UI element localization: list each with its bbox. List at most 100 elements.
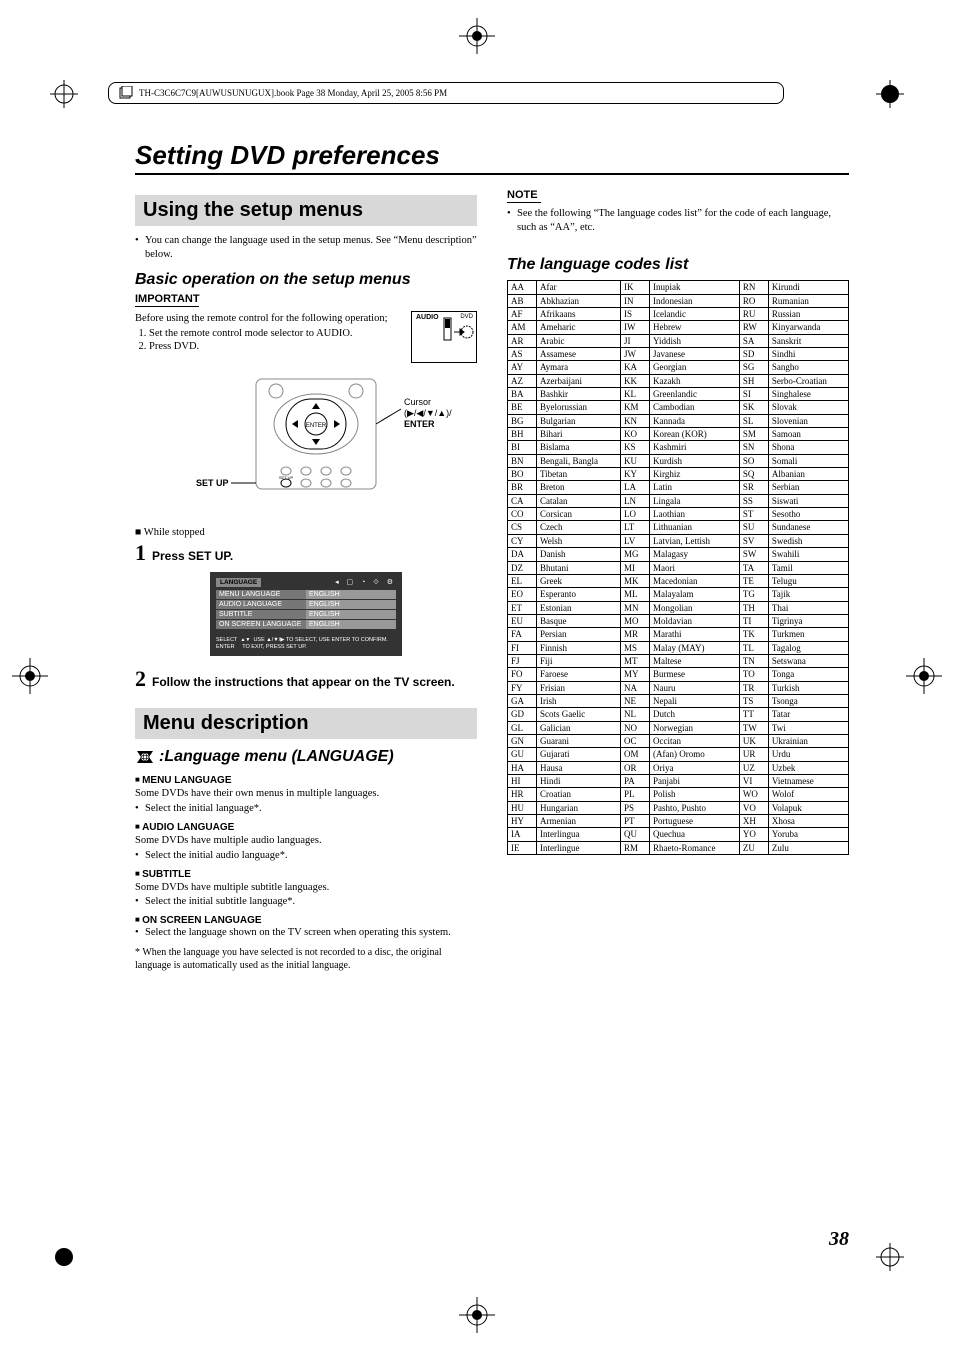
lang-name: Hausa xyxy=(537,761,621,774)
lang-name: Yoruba xyxy=(768,828,848,841)
lang-name: Frisian xyxy=(537,681,621,694)
table-row: AFAfrikaansISIcelandicRURussian xyxy=(508,307,849,320)
step-1: 1 Press SET UP. xyxy=(135,540,477,566)
lang-code: NA xyxy=(621,681,650,694)
lang-code: VO xyxy=(739,801,768,814)
lang-code: ST xyxy=(739,508,768,521)
lang-name: Siswati xyxy=(768,494,848,507)
lang-code: LT xyxy=(621,521,650,534)
lang-code: IS xyxy=(621,307,650,320)
table-row: AZAzerbaijaniKKKazakhSHSerbo-Croatian xyxy=(508,374,849,387)
lang-code: SN xyxy=(739,441,768,454)
table-row: BIBislamaKSKashmiriSNShona xyxy=(508,441,849,454)
lang-code: KS xyxy=(621,441,650,454)
lang-code: SG xyxy=(739,361,768,374)
lang-name: Telugu xyxy=(768,574,848,587)
lang-code: DZ xyxy=(508,561,537,574)
lang-code: AA xyxy=(508,281,537,294)
lang-name: Javanese xyxy=(650,348,740,361)
before-text: Before using the remote control for the … xyxy=(135,312,411,326)
section-menu-description: Menu description xyxy=(135,708,477,739)
osd-tab: LANGUAGE xyxy=(216,578,261,587)
note-label: NOTE xyxy=(507,189,541,203)
lang-code: JW xyxy=(621,348,650,361)
lang-code: NL xyxy=(621,708,650,721)
lang-name: Tigrinya xyxy=(768,614,848,627)
lang-name: Bihari xyxy=(537,428,621,441)
lang-name: Occitan xyxy=(650,734,740,747)
lang-code: SR xyxy=(739,481,768,494)
lang-code: ML xyxy=(621,588,650,601)
lang-code: PA xyxy=(621,775,650,788)
lang-name: Turkmen xyxy=(768,628,848,641)
lang-name: Armenian xyxy=(537,815,621,828)
lang-name: Zulu xyxy=(768,841,848,854)
table-row: DADanishMGMalagasySWSwahili xyxy=(508,548,849,561)
lang-name: Slovak xyxy=(768,401,848,414)
lang-name: Kashmiri xyxy=(650,441,740,454)
table-row: GUGujaratiOM(Afan) OromoURUrdu xyxy=(508,748,849,761)
lang-name: Serbian xyxy=(768,481,848,494)
crop-mark-icon xyxy=(50,80,90,120)
lang-code: OR xyxy=(621,761,650,774)
lang-code: SQ xyxy=(739,468,768,481)
lang-name: Ukrainian xyxy=(768,734,848,747)
osd-value: ENGLISH xyxy=(306,620,396,629)
lang-code: MI xyxy=(621,561,650,574)
page-title: Setting DVD preferences xyxy=(135,140,849,171)
lang-name: Kurdish xyxy=(650,454,740,467)
menu-item-heading: MENU LANGUAGE xyxy=(135,775,477,786)
step-text: Follow the instructions that appear on t… xyxy=(152,675,455,689)
menu-item-desc: Some DVDs have their own menus in multip… xyxy=(135,787,477,801)
lang-name: Kinyarwanda xyxy=(768,321,848,334)
note-text: See the following “The language codes li… xyxy=(507,207,849,234)
lang-name: Tagalog xyxy=(768,641,848,654)
lang-name: Quechua xyxy=(650,828,740,841)
lang-name: Esperanto xyxy=(537,588,621,601)
lang-code: ZU xyxy=(739,841,768,854)
lang-name: (Afan) Oromo xyxy=(650,748,740,761)
table-row: FYFrisianNANauruTRTurkish xyxy=(508,681,849,694)
lang-code: SM xyxy=(739,428,768,441)
lang-code: SW xyxy=(739,548,768,561)
lang-name: Fiji xyxy=(537,654,621,667)
lang-name: Ameharic xyxy=(537,321,621,334)
lang-name: Panjabi xyxy=(650,775,740,788)
lang-code: MN xyxy=(621,601,650,614)
lang-name: Samoan xyxy=(768,428,848,441)
lang-name: Burmese xyxy=(650,668,740,681)
table-row: HRCroatianPLPolishWOWolof xyxy=(508,788,849,801)
lang-name: Yiddish xyxy=(650,334,740,347)
lang-name: Cambodian xyxy=(650,401,740,414)
lang-code: OC xyxy=(621,734,650,747)
lang-name: Xhosa xyxy=(768,815,848,828)
table-row: ABAbkhazianINIndonesianRORumanian xyxy=(508,294,849,307)
lang-name: Volapuk xyxy=(768,801,848,814)
lang-name: Greek xyxy=(537,574,621,587)
lang-name: Serbo-Croatian xyxy=(768,374,848,387)
while-stopped: ■ While stopped xyxy=(135,527,477,538)
lang-name: Moldavian xyxy=(650,614,740,627)
lang-code: BO xyxy=(508,468,537,481)
lang-code: CY xyxy=(508,534,537,547)
lang-name: Breton xyxy=(537,481,621,494)
lang-code: SO xyxy=(739,454,768,467)
step-text: Press SET UP. xyxy=(152,549,233,563)
lang-code: AR xyxy=(508,334,537,347)
lang-code: SD xyxy=(739,348,768,361)
lang-code: MK xyxy=(621,574,650,587)
lang-code: TO xyxy=(739,668,768,681)
table-row: HYArmenianPTPortugueseXHXhosa xyxy=(508,815,849,828)
lang-code: AY xyxy=(508,361,537,374)
lang-name: Setswana xyxy=(768,654,848,667)
table-row: ELGreekMKMacedonianTETelugu xyxy=(508,574,849,587)
lang-name: Tatar xyxy=(768,708,848,721)
lang-name: Latin xyxy=(650,481,740,494)
lang-code: YO xyxy=(739,828,768,841)
lang-name: Turkish xyxy=(768,681,848,694)
lang-name: Singhalese xyxy=(768,388,848,401)
lang-code: TR xyxy=(739,681,768,694)
lang-code: ET xyxy=(508,601,537,614)
lang-name: Croatian xyxy=(537,788,621,801)
lang-name: Bulgarian xyxy=(537,414,621,427)
